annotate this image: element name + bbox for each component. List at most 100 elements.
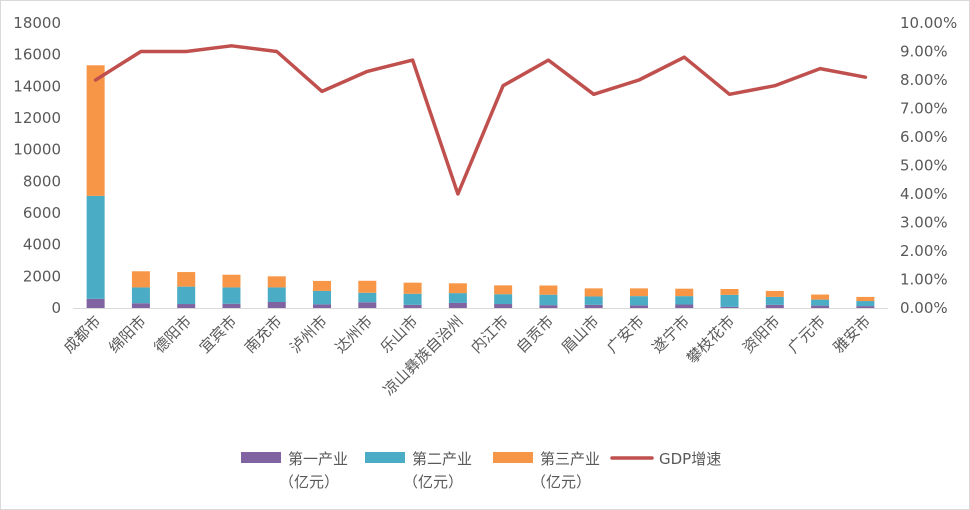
y-left-tick-label: 14000 [13, 77, 61, 95]
bar-segment [765, 296, 784, 305]
category-label: 南充市 [241, 312, 286, 357]
bar-segment [765, 290, 784, 297]
category-label: 绵阳市 [105, 312, 150, 357]
bar-segment [675, 304, 694, 308]
y-left-tick-label: 12000 [13, 109, 61, 127]
bar-segment [539, 285, 558, 295]
y-left-tick-label: 8000 [23, 172, 61, 190]
bar-segment [86, 65, 105, 196]
legend-label: GDP增速 [659, 450, 721, 468]
gdp-growth-line [93, 44, 868, 196]
bar-segment [675, 296, 694, 305]
y-right-tick-label: 6.00% [900, 128, 948, 146]
category-label: 眉山市 [558, 312, 603, 357]
bar-segment [629, 296, 648, 306]
bar-segment [584, 296, 603, 305]
bar-segment [720, 294, 739, 307]
bar-segment [313, 290, 332, 305]
bar-segment [403, 293, 422, 305]
y-left-tick-label: 6000 [23, 204, 61, 222]
legend-item: 第一产业 （亿元） [241, 450, 348, 491]
legend-label: 第二产业 [412, 450, 472, 468]
bar-segment [494, 285, 513, 295]
category-label: 泸州市 [286, 312, 331, 357]
bar-segment [177, 272, 196, 287]
bar-segment [856, 296, 875, 302]
bar-segment [584, 288, 603, 297]
y-right-tick-label: 5.00% [900, 157, 948, 175]
bar-segment [539, 294, 558, 306]
bar-segment [222, 274, 241, 288]
bar-segment [222, 287, 241, 304]
legend-swatch [241, 452, 281, 463]
bar-segment [358, 292, 377, 303]
bar-segment [86, 298, 105, 308]
y-left-tick-label: 0 [51, 299, 61, 317]
bar-segment [539, 305, 558, 308]
bar-segment [267, 276, 286, 288]
bar-segment [131, 287, 150, 304]
bar-segment [267, 301, 286, 308]
y-right-tick-label: 10.00% [900, 14, 957, 32]
bar-segment [720, 289, 739, 295]
bar-segment [131, 303, 150, 308]
category-label: 内江市 [467, 312, 512, 357]
bar-segment [267, 287, 286, 302]
bar-segment [448, 302, 467, 308]
bar-segment [494, 294, 513, 305]
bar-segment [584, 304, 603, 308]
bar-segment [222, 303, 241, 308]
bar-segment [403, 282, 422, 294]
legend-label: 第一产业 [288, 450, 348, 468]
y-left-tick-label: 2000 [23, 267, 61, 285]
y-right-tick-label: 2.00% [900, 242, 948, 260]
legend: 第一产业 （亿元） 第二产业 （亿元） 第三产业 （亿元） GDP增速 [241, 450, 721, 491]
y-left-tick-label: 10000 [13, 141, 61, 159]
category-label: 成都市 [60, 312, 105, 357]
y-right-tick-label: 3.00% [900, 214, 948, 232]
category-label: 达州市 [332, 312, 377, 357]
y-right-tick-label: 1.00% [900, 271, 948, 289]
bar-segment [629, 288, 648, 297]
bar-segment [86, 195, 105, 299]
bar-segment [313, 304, 332, 308]
bar-segment [494, 304, 513, 308]
category-label: 资阳市 [739, 312, 784, 357]
bar-segment [720, 306, 739, 308]
category-label: 雅安市 [830, 312, 875, 357]
bars-group [86, 65, 875, 308]
legend-swatch [493, 452, 533, 463]
y-left-tick-label: 4000 [23, 236, 61, 254]
legend-label: 第三产业 [540, 450, 600, 468]
y-left-tick-label: 16000 [13, 46, 61, 64]
category-label: 德阳市 [150, 312, 195, 357]
y-right-tick-label: 4.00% [900, 185, 948, 203]
category-label: 攀枝花市 [683, 312, 738, 367]
legend-swatch [365, 452, 405, 463]
category-label: 自贡市 [513, 312, 558, 357]
y-right-tick-label: 0.00% [900, 299, 948, 317]
bar-segment [811, 305, 830, 308]
y-right-tick-label: 9.00% [900, 43, 948, 61]
bar-segment [448, 293, 467, 303]
y-right-tick-label: 8.00% [900, 71, 948, 89]
bar-segment [177, 286, 196, 305]
bar-segment [811, 299, 830, 306]
bar-segment [131, 271, 150, 288]
y-right-tick-label: 7.00% [900, 100, 948, 118]
legend-label-unit: （亿元） [531, 473, 591, 491]
bar-segment [765, 304, 784, 308]
bar-segment [403, 304, 422, 308]
bar-segment [675, 288, 694, 297]
legend-label-unit: （亿元） [279, 473, 339, 491]
category-label: 宜宾市 [196, 312, 241, 357]
legend-item: 第三产业 （亿元） [493, 450, 600, 491]
bar-segment [629, 305, 648, 308]
legend-item: GDP增速 [610, 450, 721, 468]
bar-segment [358, 280, 377, 293]
bar-segment [856, 306, 875, 308]
bar-segment [358, 302, 377, 308]
